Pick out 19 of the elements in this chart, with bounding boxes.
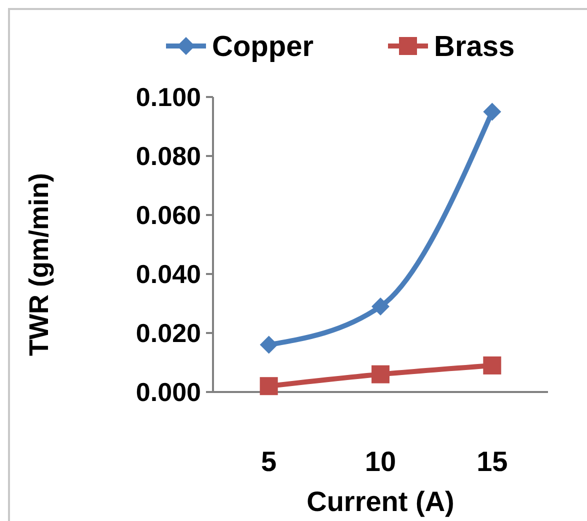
x-tick-label: 10 xyxy=(364,446,396,477)
y-tick-label: 0.060 xyxy=(136,200,201,230)
x-tick-label: 15 xyxy=(476,446,508,477)
y-tick-label: 0.020 xyxy=(136,318,201,348)
y-tick-label: 0.080 xyxy=(136,141,201,172)
x-axis-title: Current (A) xyxy=(306,486,454,517)
point xyxy=(372,297,390,316)
legend-label: Copper xyxy=(212,31,314,64)
legend-label: Brass xyxy=(434,31,515,64)
y-tick-label: 0.100 xyxy=(136,82,201,112)
y-tick-label: 0.000 xyxy=(136,377,201,408)
point xyxy=(260,377,278,396)
point xyxy=(260,336,278,354)
y-axis-title: TWR (gm/min) xyxy=(24,173,54,356)
y-tick-label: 0.040 xyxy=(136,259,201,290)
point xyxy=(372,365,390,384)
point xyxy=(483,102,502,121)
x-tick-label: 5 xyxy=(261,446,277,477)
point xyxy=(483,356,502,374)
